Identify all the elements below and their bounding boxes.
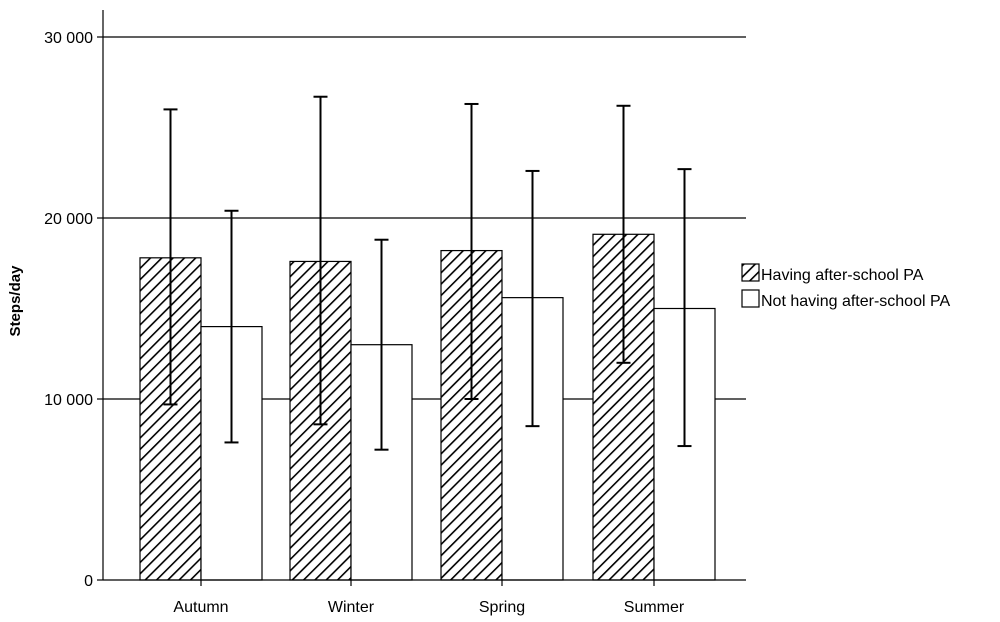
y-tick-label: 10 000 [44,392,93,409]
x-tick-label: Autumn [173,599,228,616]
y-tick-label: 0 [84,573,93,590]
x-tick-label: Spring [479,599,525,616]
x-tick-label: Winter [328,599,375,616]
x-tick-label: Summer [624,599,685,616]
legend-label: Having after-school PA [761,267,924,284]
legend-swatch-not-having-pa [741,289,760,308]
legend-label: Not having after-school PA [761,293,950,310]
y-tick-label: 20 000 [44,211,93,228]
y-tick-label: 30 000 [44,30,93,47]
y-axis-title: Steps/day [7,265,24,337]
legend-swatch-having-pa [741,263,760,282]
